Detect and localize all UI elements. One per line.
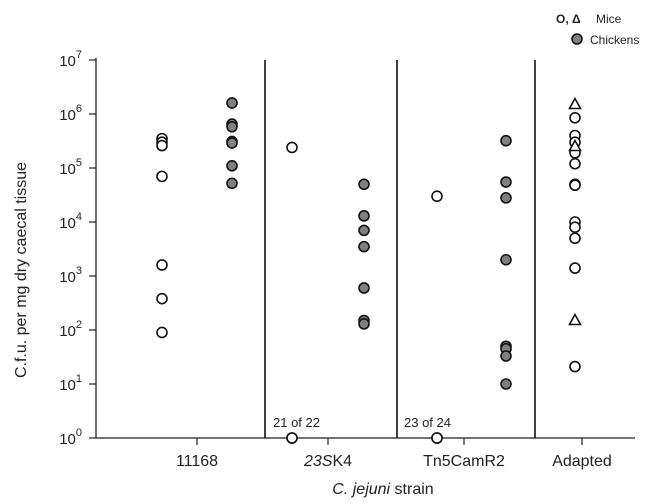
data-point-chickens [226, 97, 238, 109]
x-category-label: Adapted [552, 453, 612, 470]
annotation-count: 23 of 24 [404, 415, 451, 430]
annotations: 21 of 22 23 of 24 [273, 415, 451, 430]
y-tick-label: 105 [59, 157, 82, 178]
data-point-mice [569, 157, 581, 170]
y-tick-label: 102 [59, 319, 82, 340]
x-axis-title: C. jejuni strain [332, 481, 433, 498]
x-axis-title-rest: strain [390, 481, 434, 498]
y-tick-label: 100 [59, 427, 82, 448]
legend-mice-symbols: O, Δ [556, 12, 581, 26]
y-tick-base: 10 [59, 269, 76, 286]
annotation-count: 21 of 22 [273, 415, 320, 430]
data-point-mice [156, 326, 168, 339]
data-point-mice [431, 432, 443, 444]
x-category-label-italic: 23S [303, 453, 333, 470]
data-point-mice [569, 360, 581, 373]
y-tick-exponent: 6 [76, 103, 82, 115]
x-axis-title-italic: C. jejuni [332, 481, 390, 498]
y-tick-exponent: 3 [76, 265, 82, 277]
data-point-mice-triangle [568, 96, 582, 110]
y-tick-base: 10 [59, 431, 76, 448]
data-point-chickens [500, 253, 512, 266]
data-point-chickens [500, 134, 512, 147]
x-category-label: 11168 [176, 453, 218, 470]
y-axis-title: C.f.u. per mg dry caecal tissue [13, 162, 30, 378]
data-point-mice [569, 221, 581, 234]
data-point-chickens [500, 378, 512, 390]
data-point-mice-triangle [568, 312, 582, 326]
y-tick-label: 101 [59, 373, 82, 394]
y-tick-label: 104 [59, 211, 82, 232]
data-point-chickens [226, 159, 238, 172]
legend-chickens-label: Chickens [590, 33, 639, 47]
y-tick-label: 107 [59, 49, 82, 70]
data-point-chickens [500, 192, 512, 204]
x-category-label-plain: 11168 [176, 453, 218, 470]
axes [95, 58, 635, 439]
y-tick-exponent: 2 [76, 319, 82, 331]
y-tick-exponent: 7 [76, 49, 82, 61]
legend-chicken-marker [571, 33, 583, 45]
y-tick-base: 10 [59, 107, 76, 124]
y-tick-base: 10 [59, 377, 76, 394]
data-points [156, 96, 582, 444]
data-point-chickens [358, 210, 370, 222]
y-tick-label: 103 [59, 265, 82, 286]
data-point-chickens [358, 240, 370, 253]
y-tick-base: 10 [59, 215, 76, 232]
data-point-mice [569, 112, 581, 124]
y-tick-label: 106 [59, 103, 82, 124]
y-tick-exponent: 5 [76, 157, 82, 169]
x-category-label-plain: Tn5CamR2 [423, 453, 505, 470]
legend: O, Δ Mice Chickens [556, 12, 639, 47]
data-point-chickens [500, 176, 512, 188]
data-point-mice [156, 259, 168, 271]
data-point-chickens [226, 137, 238, 149]
data-point-chickens [358, 318, 370, 330]
data-point-chickens [358, 282, 370, 294]
data-point-mice [156, 170, 168, 183]
y-tick-exponent: 0 [76, 427, 82, 439]
data-point-mice-triangle [568, 138, 582, 152]
y-tick-exponent: 1 [76, 373, 82, 385]
data-point-mice [569, 179, 581, 192]
y-tick-exponent: 4 [76, 211, 82, 223]
data-point-mice [156, 139, 168, 152]
legend-mice-label: Mice [596, 12, 622, 26]
y-tick-base: 10 [59, 53, 76, 70]
data-point-mice [286, 141, 298, 154]
data-point-chickens [226, 177, 238, 190]
data-point-chickens [226, 120, 238, 133]
x-category-label: 23SK4 [303, 453, 352, 470]
data-point-mice [569, 262, 581, 274]
y-tick-base: 10 [59, 323, 76, 340]
data-point-mice [431, 190, 443, 203]
y-tick-base: 10 [59, 161, 76, 178]
x-category-label-plain: K4 [332, 453, 352, 470]
data-point-chickens [358, 224, 370, 237]
x-category-label: Tn5CamR2 [423, 453, 505, 470]
data-point-mice [286, 432, 298, 444]
x-category-label-plain: Adapted [552, 453, 612, 470]
data-point-chickens [358, 178, 370, 191]
category-dividers [264, 60, 536, 438]
data-point-mice [569, 232, 581, 245]
x-axis-categories: 11168 23SK4 Tn5CamR2 Adapted [176, 438, 612, 470]
data-point-mice [156, 292, 168, 305]
data-point-chickens [500, 350, 512, 362]
